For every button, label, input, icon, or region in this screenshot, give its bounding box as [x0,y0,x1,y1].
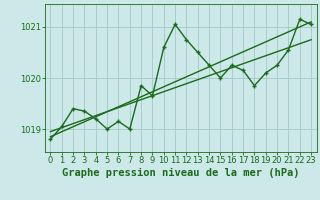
X-axis label: Graphe pression niveau de la mer (hPa): Graphe pression niveau de la mer (hPa) [62,168,300,178]
